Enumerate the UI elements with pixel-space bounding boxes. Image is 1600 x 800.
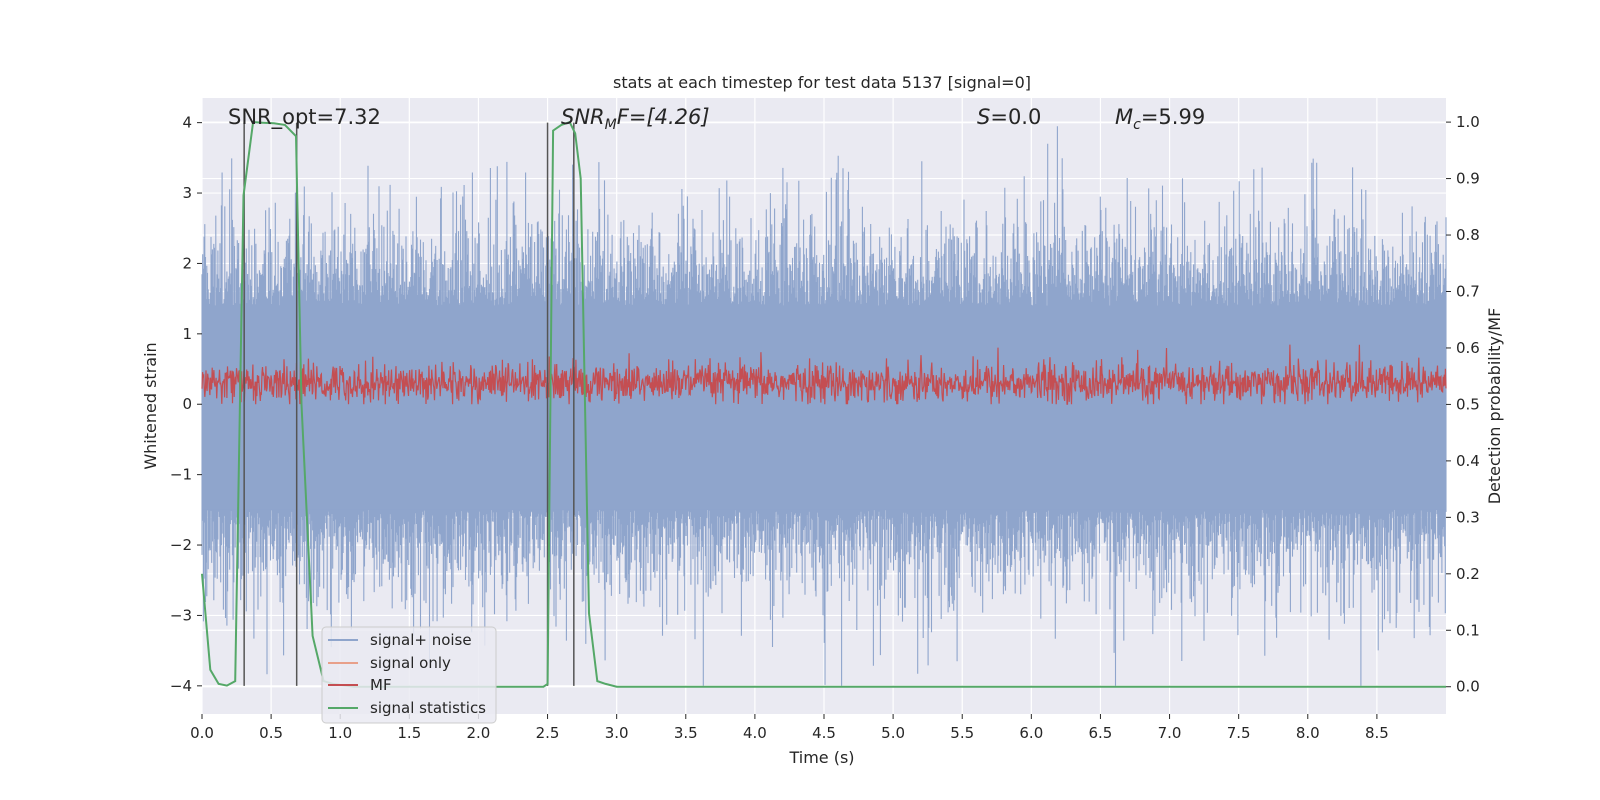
- x-tick-label: 2.0: [467, 724, 491, 742]
- annotation-snr-mf-main: SNR: [561, 105, 605, 129]
- y-tick-label-right: 0.0: [1456, 678, 1480, 696]
- y-tick-label-right: 0.2: [1456, 565, 1480, 583]
- chart-title: stats at each timestep for test data 513…: [613, 73, 1031, 92]
- mf-trace: [201, 344, 1447, 405]
- x-tick-label: 4.5: [812, 724, 836, 742]
- y-tick-label-right: 0.7: [1456, 282, 1480, 300]
- annotation-mc-main: M: [1115, 105, 1133, 129]
- y-tick-label-left: 2: [182, 254, 192, 272]
- x-tick-label: 0.0: [190, 724, 214, 742]
- y-tick-label-left: −2: [170, 536, 192, 554]
- x-tick-label: 5.0: [881, 724, 905, 742]
- y-tick-label-left: −3: [170, 606, 192, 624]
- legend: signal+ noise signal only MF signal stat…: [321, 626, 497, 724]
- y-tick-label-right: 0.5: [1456, 395, 1480, 413]
- y-axis-label-right: Detection probability/MF: [1485, 308, 1504, 505]
- signal-noise-series: [201, 126, 1447, 686]
- annotation-snr-mf-tail: F=[4.26]: [617, 105, 710, 129]
- annotation-mc-sub: c: [1133, 117, 1141, 133]
- x-tick-label: 8.5: [1365, 724, 1389, 742]
- y-tick-label-right: 0.4: [1456, 452, 1480, 470]
- y-tick-label-left: 1: [182, 325, 192, 343]
- annotation-mc: Mc=5.99: [1115, 105, 1205, 133]
- x-tick-label: 3.0: [605, 724, 629, 742]
- y-tick-label-right: 1.0: [1456, 113, 1480, 131]
- x-tick-label: 6.5: [1089, 724, 1113, 742]
- x-tick-label: 6.0: [1019, 724, 1043, 742]
- y-ticks-right: 0.0 0.1 0.2 0.3 0.4 0.5 0.6 0.7 0.8 0.9 1.0: [1446, 113, 1480, 696]
- signal-noise-band: [202, 305, 1446, 510]
- x-tick-label: 8.0: [1296, 724, 1320, 742]
- y-tick-label-left: 4: [182, 114, 192, 132]
- x-tick-label: 7.5: [1227, 724, 1251, 742]
- annotation-snr-mf: SNRMF=[4.26]: [561, 105, 710, 133]
- x-tick-label: 7.0: [1158, 724, 1182, 742]
- x-ticks: 0.0 0.5 1.0 1.5 2.0 2.5 3.0 3.5 4.0 4.5 5.0 5.5 6.0 6…: [190, 714, 1389, 742]
- y-ticks-left: −4 −3 −2 −1 0 1 2 3 4: [170, 114, 202, 695]
- x-tick-label: 2.5: [536, 724, 560, 742]
- x-tick-label: 1.5: [397, 724, 421, 742]
- annotation-snr-mf-sub: M: [605, 117, 617, 133]
- x-tick-label: 1.0: [328, 724, 352, 742]
- legend-label-mf: MF: [370, 676, 392, 694]
- legend-label-signal-statistics: signal statistics: [370, 699, 486, 717]
- mf-series: [201, 344, 1447, 405]
- legend-label-signal-only: signal only: [370, 654, 451, 672]
- annotation-s-main: S: [977, 105, 990, 129]
- x-tick-label: 0.5: [259, 724, 283, 742]
- annotation-mc-tail: =5.99: [1141, 105, 1205, 129]
- legend-label-signal-noise: signal+ noise: [370, 631, 472, 649]
- y-tick-label-left: −4: [170, 677, 192, 695]
- y-tick-label-left: 0: [182, 395, 192, 413]
- annotation-s: S=0.0: [977, 105, 1041, 129]
- y-tick-label-left: −1: [170, 466, 192, 484]
- y-tick-label-right: 0.9: [1456, 170, 1480, 188]
- y-tick-label-left: 3: [182, 184, 192, 202]
- x-tick-label: 5.5: [950, 724, 974, 742]
- annotation-snr-opt: SNR_opt=7.32: [228, 105, 381, 130]
- legend-box: [321, 626, 497, 724]
- y-tick-label-right: 0.6: [1456, 339, 1480, 357]
- x-tick-label: 4.0: [743, 724, 767, 742]
- annotation-s-tail: =0.0: [990, 105, 1041, 129]
- y-axis-label-left: Whitened strain: [141, 342, 160, 469]
- y-tick-label-right: 0.8: [1456, 226, 1480, 244]
- y-tick-label-right: 0.1: [1456, 621, 1480, 639]
- x-axis-label: Time (s): [788, 748, 854, 767]
- x-tick-label: 3.5: [674, 724, 698, 742]
- y-tick-label-right: 0.3: [1456, 508, 1480, 526]
